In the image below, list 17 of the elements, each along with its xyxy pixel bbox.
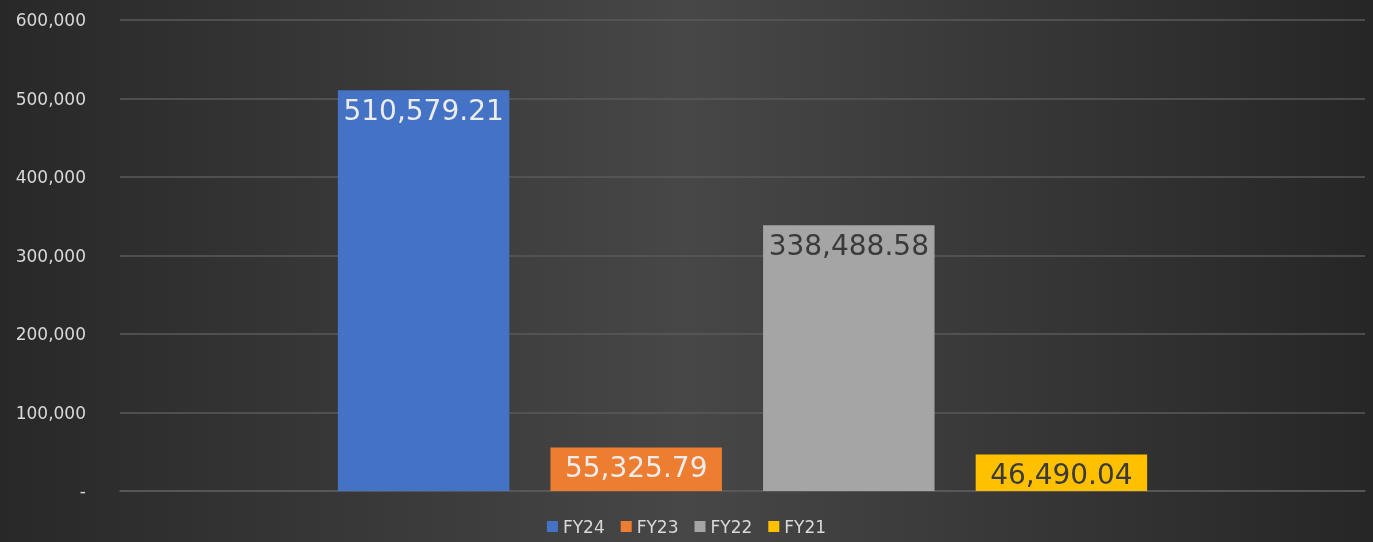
y-tick-label: -: [79, 481, 86, 501]
y-tick-label: 600,000: [15, 10, 86, 30]
y-tick-label: 500,000: [15, 88, 86, 109]
y-tick-label: 200,000: [15, 324, 86, 344]
legend-label: FY23: [636, 516, 679, 537]
y-tick-label: 100,000: [15, 402, 86, 423]
legend-label: FY22: [710, 516, 753, 537]
legend-label: FY24: [562, 516, 605, 537]
y-tick-label: 300,000: [15, 245, 86, 266]
legend-label: FY21: [784, 516, 827, 537]
y-tick-label: 400,000: [15, 167, 86, 187]
bar: [337, 90, 510, 491]
data-label: 510,579.21: [343, 93, 504, 127]
data-label: 338,488.58: [768, 228, 929, 262]
data-label: 55,325.79: [564, 451, 708, 485]
bar: [763, 225, 935, 491]
data-label: 46,490.04: [990, 458, 1133, 492]
